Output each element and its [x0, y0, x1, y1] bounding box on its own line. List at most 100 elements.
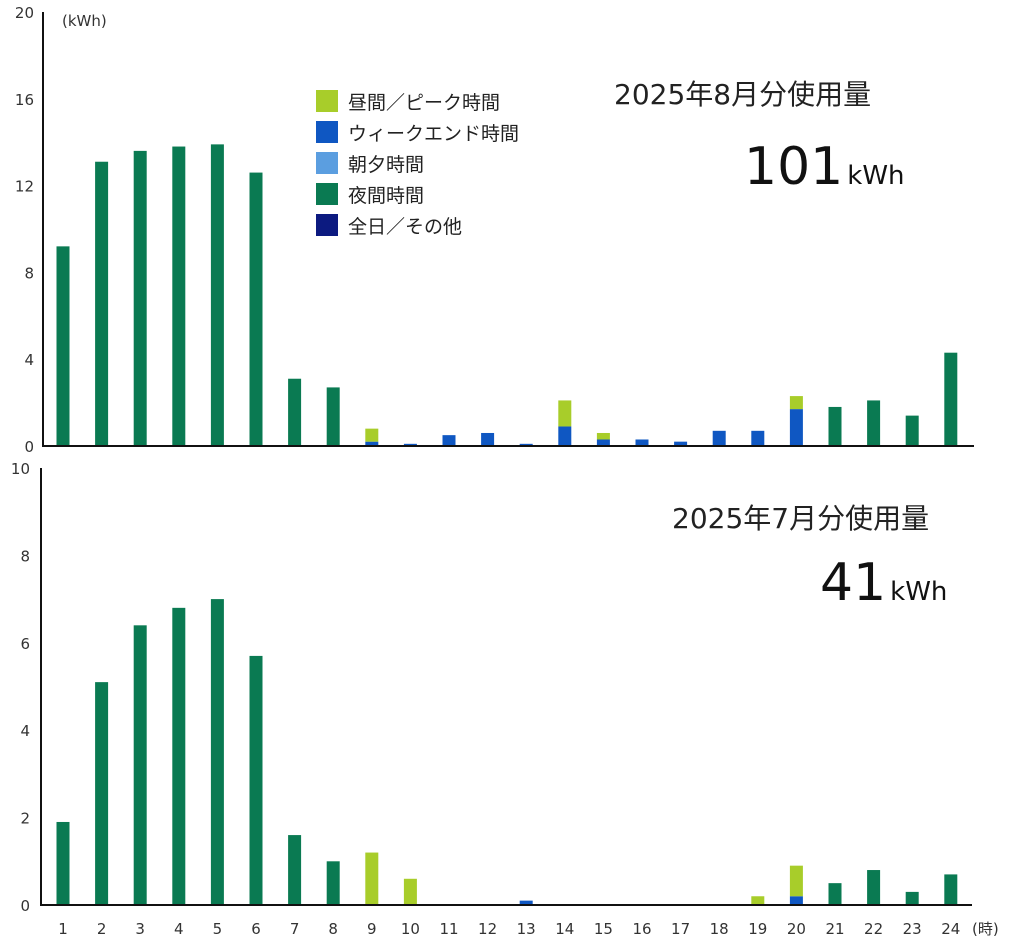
bar-night-h3 [133, 625, 147, 905]
legend-swatch-allday [316, 214, 338, 236]
bar-night-h5 [210, 599, 224, 905]
x-tick-label: 18 [710, 920, 729, 938]
bar-night-h4 [172, 607, 186, 905]
bar-night-h6 [249, 172, 263, 446]
bar-night-h23 [905, 415, 919, 446]
bar-weekend-h19 [751, 430, 765, 446]
x-tick-label: 10 [401, 920, 420, 938]
total-july-value: 41 [820, 553, 886, 613]
x-tick-label: 24 [941, 920, 960, 938]
bar-weekend-h20 [789, 409, 803, 446]
legend-label-allday: 全日／その他 [348, 216, 462, 238]
bar-weekend-h20 [789, 896, 803, 905]
y-tick-label: 8 [24, 264, 34, 282]
bar-peak-h20 [789, 865, 803, 897]
x-tick-label: 19 [748, 920, 767, 938]
bar-night-h1 [56, 821, 70, 905]
y-tick-label: 2 [20, 810, 30, 828]
x-tick-label: 13 [517, 920, 536, 938]
x-tick-label: 23 [903, 920, 922, 938]
bar-weekend-h9 [365, 441, 379, 446]
bar-weekend-h17 [674, 441, 688, 446]
x-tick-label: 16 [632, 920, 651, 938]
bar-night-h3 [133, 150, 147, 446]
bar-weekend-h11 [442, 435, 456, 446]
bar-peak-h14 [558, 400, 572, 427]
x-tick-label: 15 [594, 920, 613, 938]
bar-night-h7 [288, 378, 302, 446]
y-tick-label: 8 [20, 547, 30, 565]
legend-label-peak: 昼間／ピーク時間 [348, 92, 500, 114]
total-august-unit: kWh [847, 161, 904, 191]
bar-night-h21 [828, 883, 842, 905]
bar-night-h21 [828, 406, 842, 446]
bar-weekend-h10 [403, 443, 417, 446]
legend-label-weekend: ウィークエンド時間 [348, 123, 519, 145]
total-august: 101 kWh [744, 137, 905, 197]
x-tick-label: 1 [58, 920, 68, 938]
x-tick-label: 20 [787, 920, 806, 938]
y-tick-label: 20 [15, 4, 34, 22]
bar-night-h6 [249, 655, 263, 905]
bar-peak-h9 [365, 428, 379, 442]
y-tick-label: 4 [20, 722, 30, 740]
x-tick-label: 14 [555, 920, 574, 938]
x-tick-label: 21 [825, 920, 844, 938]
bar-weekend-h18 [712, 430, 726, 446]
bar-night-h2 [95, 161, 109, 447]
bar-peak-h9 [365, 852, 379, 905]
x-tick-label: 3 [135, 920, 145, 938]
bar-night-h24 [944, 874, 958, 905]
bar-weekend-h14 [558, 426, 572, 446]
bar-peak-h20 [789, 396, 803, 410]
bar-weekend-h15 [596, 439, 610, 446]
legend-swatch-weekend [316, 121, 338, 143]
bar-night-h1 [56, 246, 70, 446]
bar-night-h2 [95, 682, 109, 905]
bar-weekend-h12 [481, 432, 495, 446]
y-tick-label: 0 [20, 897, 30, 915]
x-tick-label: 5 [213, 920, 223, 938]
bar-weekend-h13 [519, 900, 533, 905]
x-unit-label: (時) [972, 920, 999, 938]
bar-night-h22 [867, 400, 881, 446]
bar-night-h5 [210, 144, 224, 446]
y-tick-label: 6 [20, 635, 30, 653]
total-august-value: 101 [744, 137, 843, 197]
bar-night-h23 [905, 891, 919, 905]
bar-night-h22 [867, 870, 881, 905]
total-july-unit: kWh [890, 577, 947, 607]
chart-title-july: 2025年7月分使用量 [672, 502, 929, 535]
y-tick-label: 4 [24, 351, 34, 369]
bar-night-h4 [172, 146, 186, 447]
x-tick-label: 9 [367, 920, 377, 938]
bar-weekend-h13 [519, 443, 533, 446]
bar-peak-h15 [596, 432, 610, 440]
plot-august: 0 4 8 12 16 20 [15, 4, 974, 456]
x-tick-label: 6 [251, 920, 261, 938]
legend-swatch-night [316, 183, 338, 205]
x-tick-label: 17 [671, 920, 690, 938]
total-july: 41 kWh [820, 553, 947, 613]
bar-night-h7 [288, 835, 302, 905]
chart-title-august: 2025年8月分使用量 [614, 78, 871, 111]
bar-peak-h19 [751, 896, 765, 905]
y-tick-label: 10 [11, 460, 30, 478]
bar-weekend-h16 [635, 439, 649, 446]
y-tick-label: 0 [24, 438, 34, 456]
x-tick-label: 12 [478, 920, 497, 938]
x-tick-label: 2 [97, 920, 107, 938]
x-tick-label: 22 [864, 920, 883, 938]
x-tick-label: 4 [174, 920, 184, 938]
legend-label-night: 夜間時間 [348, 185, 424, 207]
y-tick-label: 16 [15, 91, 34, 109]
bar-night-h8 [326, 861, 340, 905]
bar-night-h24 [944, 352, 958, 446]
bar-night-h8 [326, 387, 340, 446]
y-unit-label: (kWh) [62, 12, 107, 30]
legend-label-morning_evening: 朝夕時間 [348, 154, 424, 176]
legend-swatch-morning_evening [316, 152, 338, 174]
